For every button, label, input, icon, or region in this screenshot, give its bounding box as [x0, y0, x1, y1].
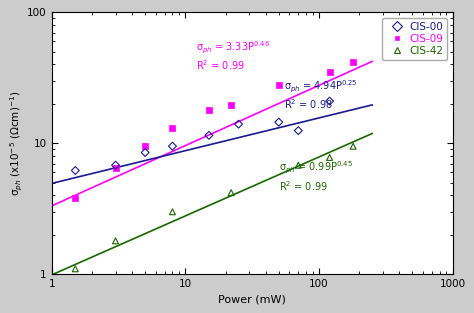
Y-axis label: σ$_{ph}$ (x10$^{-5}$ (Ωcm)$^{-1}$): σ$_{ph}$ (x10$^{-5}$ (Ωcm)$^{-1}$) [9, 91, 25, 196]
Point [141, 150, 149, 155]
X-axis label: Power (mW): Power (mW) [218, 295, 286, 305]
Point [112, 238, 119, 243]
Point [235, 122, 242, 127]
Point [294, 163, 302, 168]
Point [169, 209, 176, 214]
Point [141, 144, 149, 149]
Point [349, 59, 357, 64]
Text: σ$_{ph}$ = 3.33P$^{0.46}$
R$^{2}$ = 0.99: σ$_{ph}$ = 3.33P$^{0.46}$ R$^{2}$ = 0.99 [196, 40, 270, 72]
Point [72, 266, 79, 271]
Point [349, 144, 357, 149]
Point [275, 82, 283, 87]
Point [326, 155, 333, 160]
Point [205, 133, 213, 138]
Point [112, 163, 119, 168]
Point [205, 107, 213, 112]
Point [169, 126, 176, 131]
Text: σ$_{ph}$ = 4.94P$^{0.25}$
R$^{2}$ = 0.98: σ$_{ph}$ = 4.94P$^{0.25}$ R$^{2}$ = 0.98 [284, 79, 358, 111]
Point [294, 128, 302, 133]
Point [169, 144, 176, 149]
Point [275, 120, 283, 125]
Point [326, 69, 333, 74]
Point [72, 196, 79, 201]
Point [228, 190, 235, 195]
Point [326, 99, 333, 104]
Point [112, 165, 119, 170]
Point [228, 103, 235, 108]
Point [72, 168, 79, 173]
Legend: CIS-00, CIS-09, CIS-42: CIS-00, CIS-09, CIS-42 [382, 18, 447, 60]
Text: σ$_{ph}$ = 0.99P$^{0.45}$
R$^{2}$ = 0.99: σ$_{ph}$ = 0.99P$^{0.45}$ R$^{2}$ = 0.99 [279, 160, 353, 192]
